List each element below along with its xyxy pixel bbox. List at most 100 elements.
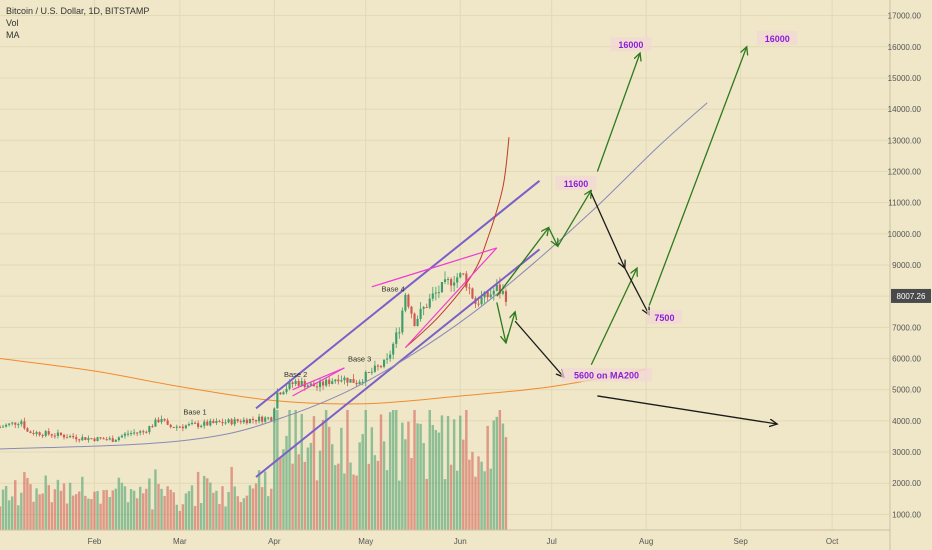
volume-bar [419,423,422,530]
volume-bar [129,489,133,530]
volume-bar [334,465,337,530]
volume-bar [300,413,303,530]
candle-body [239,421,242,423]
volume-bar [239,502,243,530]
projection-arrow [548,227,558,247]
volume-bar [364,410,367,530]
candle-body [352,379,355,383]
volume-bar [202,475,206,530]
projection-arrow [496,228,549,297]
candle-body [114,440,117,442]
candle-body [35,432,38,434]
candle-body [270,417,273,421]
volume-bar [288,410,291,530]
volume-bar [199,503,203,530]
candle-body [328,379,331,384]
candle-body [434,292,437,294]
annotation-label: 16000 [765,34,790,44]
volume-bar [172,492,175,530]
wedge-line [404,247,498,349]
volume-indicator-label[interactable]: Vol [6,18,19,28]
volume-bar [306,447,310,530]
candle-body [395,332,398,344]
volume-bar [279,457,282,530]
volume-bar [0,506,2,530]
volume-bar [20,492,23,530]
candle-body [504,291,508,302]
candle-body [367,372,370,374]
candle-body [407,294,410,307]
candle-body [20,421,23,425]
candle-body [166,420,169,425]
volume-bar [59,490,63,530]
annotation-box [756,30,798,45]
candle-body [190,422,194,425]
candle-body [26,428,29,432]
volume-bar [309,442,313,530]
candle-body [258,416,261,422]
candle-body [410,306,413,314]
x-tick-label: Apr [268,537,281,546]
candle-body [498,284,501,294]
volume-bar [108,497,111,530]
candle-body [471,288,474,299]
channel-upper-line [255,180,541,410]
volume-bar [382,441,386,530]
candle-body [200,425,203,427]
volume-bar [398,480,401,530]
volume-bar [157,483,160,530]
volume-bar [437,432,441,530]
candle-body [322,381,325,386]
volume-bar [498,410,502,530]
annotation-box [561,367,652,382]
candle-body [337,379,340,382]
candle-body [1,426,5,428]
ma-indicator-label[interactable]: MA [6,30,20,40]
volume-bar [236,496,239,530]
candle-body [129,433,133,435]
candle-body [59,432,63,436]
candle-body [151,426,154,428]
candle-body [425,307,428,309]
volume-bar [142,493,145,530]
volume-bar [78,491,81,530]
volume-bar [465,410,468,530]
candle-body [72,436,75,438]
candle-body [203,421,206,426]
candle-body [145,431,148,433]
candle-body [126,433,130,435]
candle-body [209,420,212,426]
candle-body [75,437,78,440]
volume-bar [10,496,14,530]
candle-body [96,437,99,441]
candle-body [160,419,163,423]
volume-bar [257,470,261,530]
y-tick-label: 13000.00 [888,136,922,145]
volume-bar [404,439,407,530]
x-tick-label: Oct [826,537,839,546]
volume-bar [468,459,471,530]
chart-legend: Bitcoin / U.S. Dollar, 1D, BITSTAMP Vol … [6,5,149,41]
candle-body [370,371,373,373]
volume-bar [206,478,209,530]
volume-bar [224,506,227,530]
volume-bar [151,509,154,530]
volume-bar [35,488,38,530]
candle-body [309,383,312,386]
candle-body [373,365,376,372]
candle-body [65,437,69,439]
candle-body [215,421,218,424]
candle-body [382,359,386,367]
volume-bar [407,421,410,530]
candle-body [285,388,288,393]
volume-bar [90,499,93,530]
volume-bar [17,505,20,530]
candle-body [102,438,105,440]
y-tick-label: 12000.00 [888,167,922,176]
candle-body [392,343,395,355]
candle-body [230,419,233,425]
candle-body [245,419,248,424]
volume-bar [477,456,480,530]
projection-arrow [590,193,625,268]
